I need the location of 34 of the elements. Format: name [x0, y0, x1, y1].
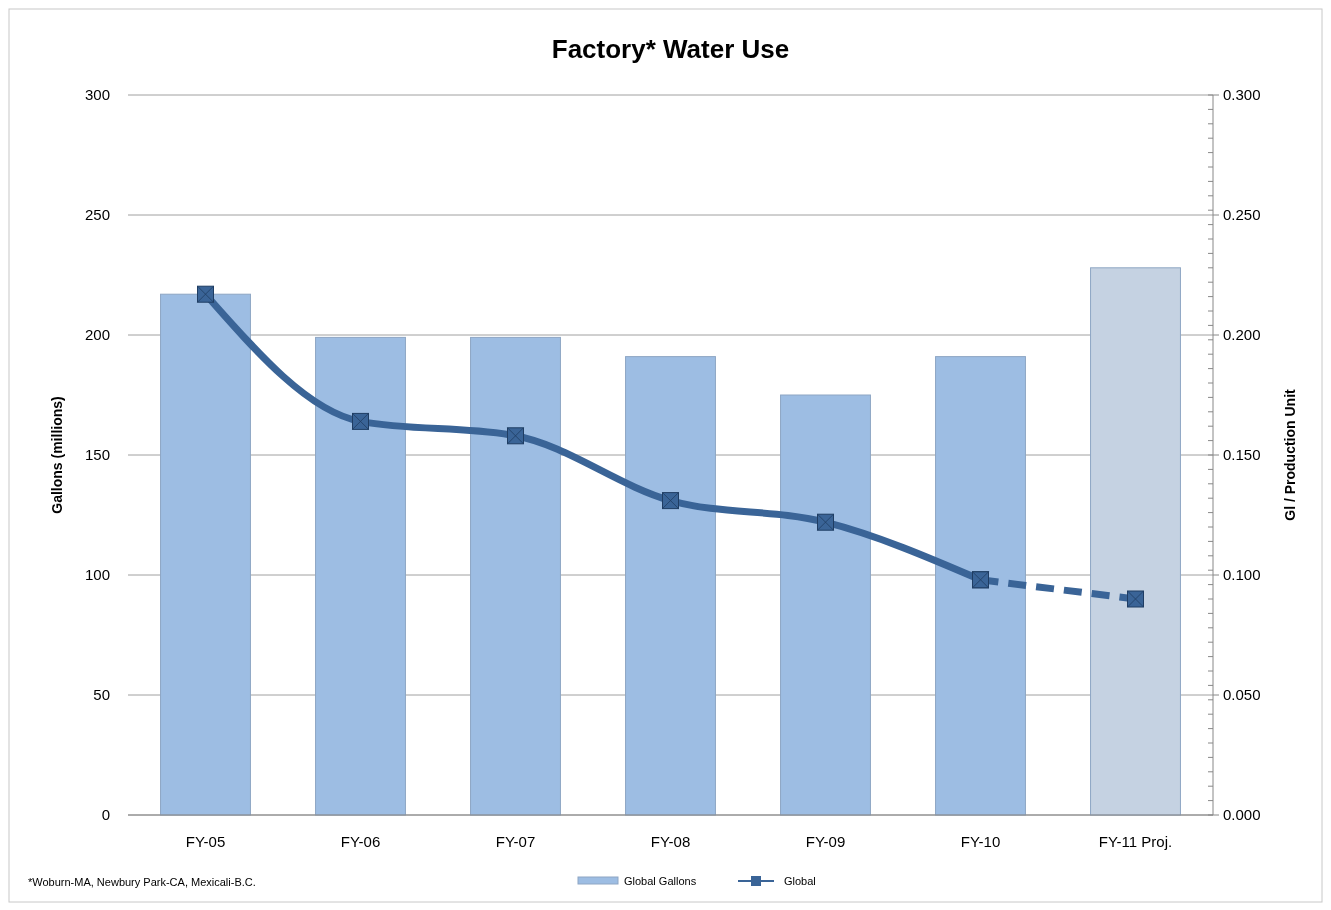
- x-tick-label: FY-07: [495, 833, 536, 850]
- bar: [160, 293, 251, 816]
- legend-label: Global Gallons: [624, 875, 697, 887]
- y-tick-label: 50: [93, 686, 110, 703]
- y2-tick-label: 0.150: [1223, 446, 1261, 463]
- y2-tick-label: 0.300: [1223, 86, 1261, 103]
- y-tick-label: 150: [84, 446, 110, 463]
- x-tick-label: FY-08: [650, 833, 691, 850]
- x-tick-label: FY-06: [340, 833, 381, 850]
- y-tick-label: 0: [101, 806, 110, 823]
- y2-tick-label: 0.000: [1223, 806, 1261, 823]
- y2-tick-label: 0.200: [1223, 326, 1261, 343]
- y2-tick-label: 0.100: [1223, 566, 1261, 583]
- legend-label: Global: [784, 875, 816, 887]
- chart-title: Factory* Water Use: [551, 34, 790, 64]
- y2-tick-label: 0.250: [1223, 206, 1261, 223]
- bar: [625, 356, 716, 816]
- y-tick-label: 100: [84, 566, 110, 583]
- text: *Woburn-MA, Newbury Park-CA, Mexicali-B.C.: [28, 876, 256, 888]
- y-tick-label: 250: [84, 206, 110, 223]
- y2-tick-label: 0.050: [1223, 686, 1261, 703]
- x-tick-label: FY-11 Proj.: [1098, 833, 1173, 850]
- y2-axis-title: Gl / Production Unit: [1282, 388, 1298, 521]
- y-axis-title: Gallons (millions): [49, 396, 65, 514]
- bar: [935, 356, 1026, 816]
- x-tick-label: FY-05: [185, 833, 226, 850]
- bar: [315, 336, 406, 816]
- bar: [470, 336, 561, 816]
- x-tick-label: FY-09: [805, 833, 846, 850]
- bar: [1090, 267, 1181, 816]
- x-tick-label: FY-10: [960, 833, 1001, 850]
- y-tick-label: 300: [84, 86, 110, 103]
- y-tick-label: 200: [84, 326, 110, 343]
- bar: [780, 394, 871, 816]
